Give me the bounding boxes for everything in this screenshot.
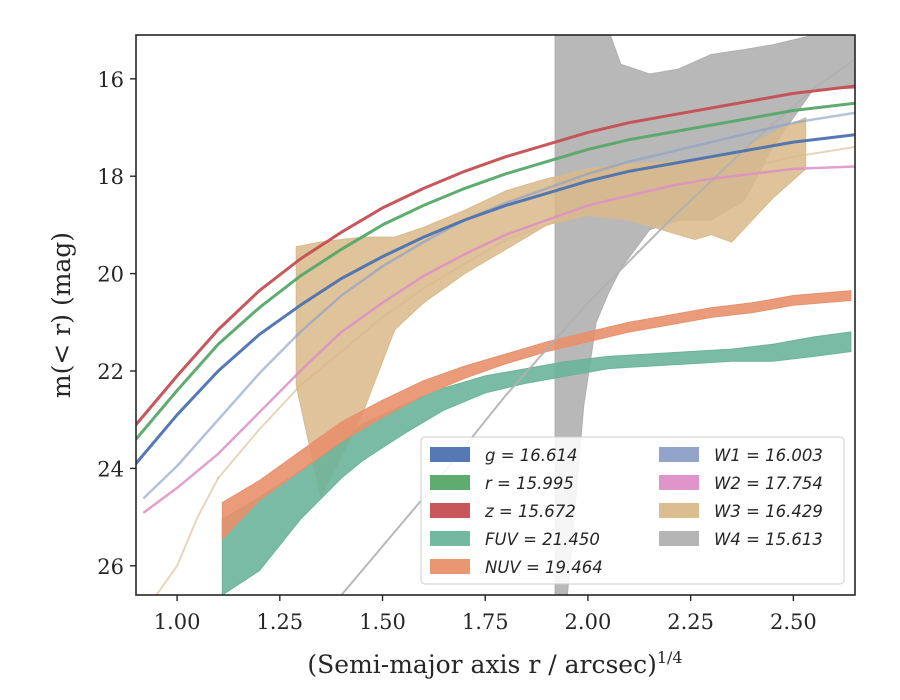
y-axis-label: m(< r) (mag) xyxy=(47,232,76,398)
legend: g = 16.614 r = 15.995 z = 15.672 FUV = 21.4… xyxy=(420,436,845,585)
y-tick-label: 22 xyxy=(97,360,124,384)
legend-label: z = 15.672 xyxy=(484,502,576,521)
legend-swatch xyxy=(659,531,699,546)
legend-swatch xyxy=(659,475,699,490)
legend-entry-nuv: NUV = 19.464 xyxy=(430,558,603,577)
legend-swatch xyxy=(659,503,699,518)
legend-label: r = 15.995 xyxy=(485,474,574,493)
legend-label: NUV = 19.464 xyxy=(485,558,603,577)
legend-swatch xyxy=(430,447,470,462)
x-tick-label: 1.50 xyxy=(359,610,406,634)
x-tick-label: 1.75 xyxy=(462,610,509,634)
x-tick-label: 2.25 xyxy=(667,610,714,634)
legend-label: W2 = 17.754 xyxy=(714,474,823,493)
legend-entry-fuv: FUV = 21.450 xyxy=(430,530,600,549)
band-fuv xyxy=(221,331,852,595)
y-tick-label: 20 xyxy=(97,263,124,287)
plot-frame xyxy=(135,34,856,596)
line-g xyxy=(136,133,855,465)
legend-swatch xyxy=(430,559,470,574)
y-axis: 16 18 20 22 24 26 xyxy=(97,68,136,579)
y-tick-label: 16 xyxy=(97,68,124,92)
y-tick-label: 18 xyxy=(97,165,124,189)
plot-area xyxy=(136,35,855,595)
legend-box xyxy=(420,436,845,585)
legend-label: W3 = 16.429 xyxy=(714,502,823,521)
y-tick-label: 24 xyxy=(97,457,124,481)
legend-label: g = 16.614 xyxy=(485,446,578,465)
legend-entry-w2: W2 = 17.754 xyxy=(659,474,823,493)
legend-entry-w4: W4 = 15.613 xyxy=(659,530,823,549)
line-z xyxy=(136,84,855,427)
legend-entry-g: g = 16.614 xyxy=(430,446,578,465)
x-tick-label: 2.50 xyxy=(770,610,817,634)
legend-label: W1 = 16.003 xyxy=(714,446,823,465)
legend-label: FUV = 21.450 xyxy=(485,530,600,549)
x-axis-label: (Semi-major axis r / arcsec)1/4 xyxy=(307,648,682,679)
legend-entry-w1: W1 = 16.003 xyxy=(659,446,823,465)
legend-entry-w3: W3 = 16.429 xyxy=(659,502,823,521)
legend-label: W4 = 15.613 xyxy=(714,530,823,549)
legend-swatch xyxy=(430,475,470,490)
line-w3-model xyxy=(217,146,855,480)
x-axis: 1.00 1.25 1.50 1.75 2.00 2.25 2.50 xyxy=(154,595,817,634)
legend-entry-r: r = 15.995 xyxy=(430,474,574,493)
x-tick-label: 1.25 xyxy=(256,610,303,634)
legend-swatch xyxy=(659,447,699,462)
x-tick-label: 1.00 xyxy=(154,610,201,634)
legend-swatch xyxy=(430,503,470,518)
line-w2 xyxy=(142,165,855,514)
legend-swatch xyxy=(430,531,470,546)
line-r xyxy=(136,101,855,441)
x-tick-label: 2.00 xyxy=(565,610,612,634)
y-tick-label: 26 xyxy=(97,555,124,579)
line-w3-model-inner xyxy=(155,477,220,595)
band-nuv xyxy=(221,290,852,541)
legend-entry-z: z = 15.672 xyxy=(430,502,576,521)
